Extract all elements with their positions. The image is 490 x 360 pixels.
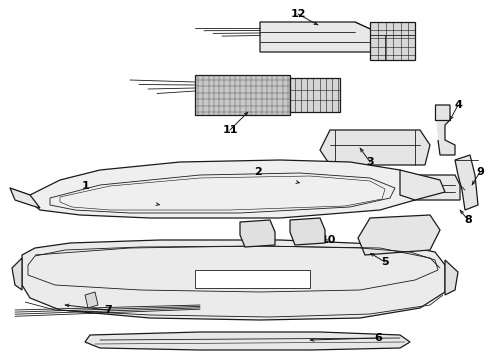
Polygon shape (305, 175, 460, 200)
Text: 11: 11 (222, 125, 238, 135)
Polygon shape (195, 270, 310, 288)
Polygon shape (358, 215, 440, 255)
Text: 7: 7 (104, 305, 112, 315)
Polygon shape (435, 105, 455, 155)
Polygon shape (85, 292, 98, 308)
Polygon shape (30, 160, 420, 218)
Polygon shape (320, 130, 430, 165)
Text: 5: 5 (381, 257, 389, 267)
Text: 3: 3 (366, 157, 374, 167)
Polygon shape (445, 260, 458, 295)
Polygon shape (195, 75, 290, 115)
Polygon shape (290, 78, 340, 112)
Polygon shape (10, 188, 40, 208)
Polygon shape (260, 22, 390, 52)
Text: 4: 4 (454, 100, 462, 110)
Polygon shape (455, 155, 478, 210)
Polygon shape (400, 170, 445, 200)
Text: 9: 9 (476, 167, 484, 177)
Polygon shape (290, 218, 325, 245)
Text: 1: 1 (82, 181, 90, 191)
Polygon shape (85, 332, 410, 350)
Text: 2: 2 (254, 167, 262, 177)
Text: 8: 8 (464, 215, 472, 225)
Polygon shape (12, 258, 22, 290)
Polygon shape (22, 240, 445, 320)
Polygon shape (240, 220, 275, 247)
Polygon shape (370, 22, 415, 60)
Text: 6: 6 (374, 333, 382, 343)
Text: 12: 12 (290, 9, 306, 19)
Polygon shape (280, 165, 320, 195)
Text: 10: 10 (320, 235, 336, 245)
